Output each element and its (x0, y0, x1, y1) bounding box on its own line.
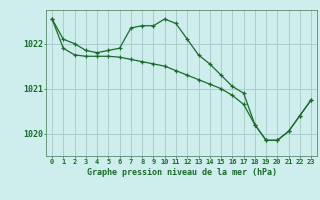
X-axis label: Graphe pression niveau de la mer (hPa): Graphe pression niveau de la mer (hPa) (87, 168, 276, 177)
